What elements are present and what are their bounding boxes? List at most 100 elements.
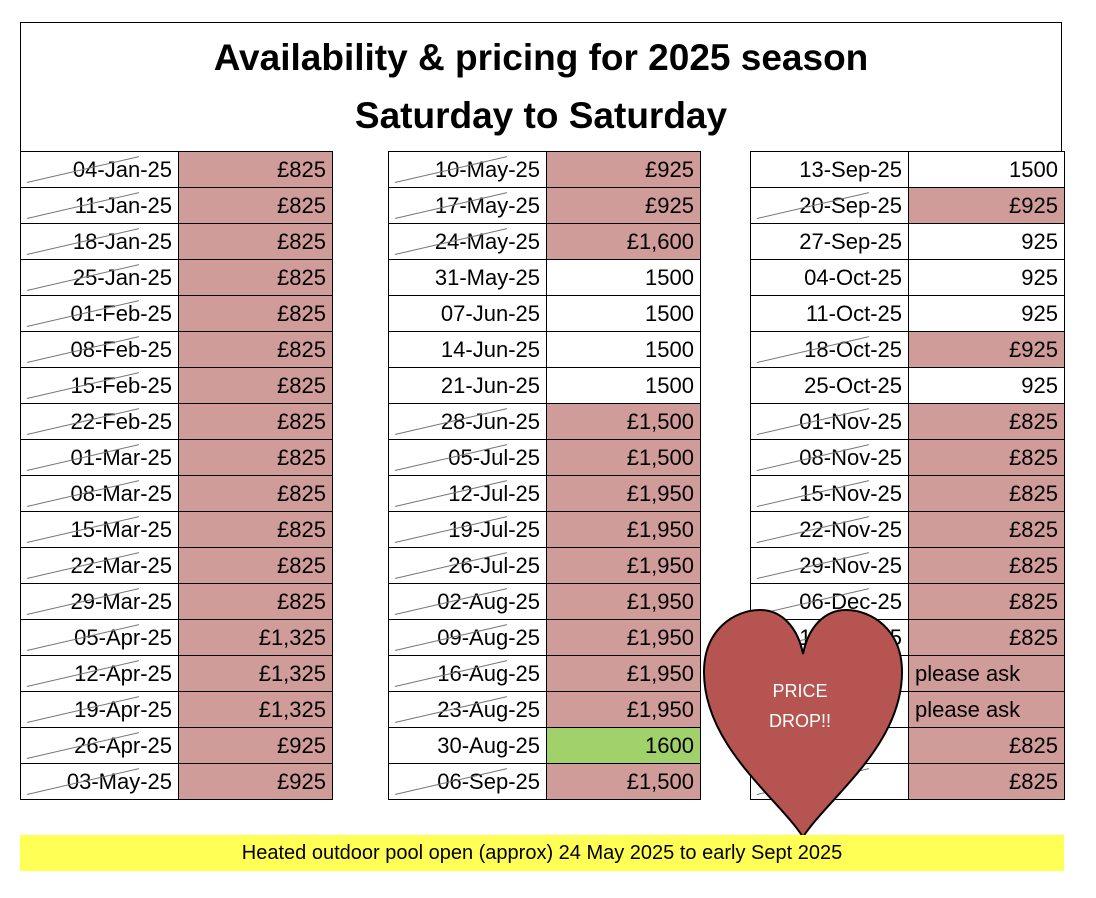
week-date: 19-Jul-25: [388, 511, 547, 548]
week-price: £825: [178, 475, 333, 512]
week-date: 05-Apr-25: [20, 619, 179, 656]
page-title: Availability & pricing for 2025 season: [213, 37, 869, 78]
week-date: 18-Jan-25: [20, 223, 179, 260]
week-date: 16-Aug-25: [388, 655, 547, 692]
week-price: £825: [908, 511, 1065, 548]
week-price: £825: [178, 331, 333, 368]
week-date: 04-Jan-25: [20, 151, 179, 188]
week-date: 23-Aug-25: [388, 691, 547, 728]
week-date: 08-Feb-25: [20, 331, 179, 368]
table-row: 29-Mar-25 £825: [20, 583, 333, 620]
table-row: 22-Mar-25 £825: [20, 547, 333, 584]
table-row: 19-Jul-25 £1,950: [388, 511, 701, 548]
week-price: 925: [908, 367, 1065, 404]
table-row: 17-May-25 £925: [388, 187, 701, 224]
week-date: 29-Nov-25: [750, 547, 909, 584]
week-price: £825: [908, 475, 1065, 512]
week-price: £1,950: [546, 583, 701, 620]
week-date: 11-Jan-25: [20, 187, 179, 224]
page-subtitle: Saturday to Saturday: [354, 95, 728, 136]
table-row: 11-Jan-25 £825: [20, 187, 333, 224]
week-price: £1,950: [546, 475, 701, 512]
table-row: 12-Apr-25 £1,325: [20, 655, 333, 692]
table-row: 15-Nov-25 £825: [750, 475, 1065, 512]
price-drop-heart-icon: [702, 608, 904, 839]
week-date: 06-Sep-25: [388, 763, 547, 800]
table-row: 19-Apr-25 £1,325: [20, 691, 333, 728]
week-date: 08-Nov-25: [750, 439, 909, 476]
week-price: £1,325: [178, 619, 333, 656]
price-drop-line-2: DROP!!: [768, 711, 831, 731]
week-price: £1,500: [546, 439, 701, 476]
week-price: 1500: [908, 151, 1065, 188]
table-row: 21-Jun-25 1500: [388, 367, 701, 404]
table-row: 03-May-25 £925: [20, 763, 333, 800]
table-row: 07-Jun-25 1500: [388, 295, 701, 332]
week-date: 31-May-25: [388, 259, 547, 296]
week-date: 28-Jun-25: [388, 403, 547, 440]
week-date: 26-Apr-25: [20, 727, 179, 764]
availability-table-col-1: 04-Jan-25 £825 11-Jan-25 £825 18-Jan-25 £825 2…: [20, 151, 333, 800]
week-price: £1,950: [546, 619, 701, 656]
week-price: £825: [908, 403, 1065, 440]
week-date: 13-Sep-25: [750, 151, 909, 188]
week-price: £1,950: [546, 511, 701, 548]
week-price: £825: [178, 223, 333, 260]
table-row: 31-May-25 1500: [388, 259, 701, 296]
week-date: 30-Aug-25: [388, 727, 547, 764]
week-date: 22-Feb-25: [20, 403, 179, 440]
week-date: 11-Oct-25: [750, 295, 909, 332]
week-date: 18-Oct-25: [750, 331, 909, 368]
table-row: 18-Jan-25 £825: [20, 223, 333, 260]
week-date: 03-May-25: [20, 763, 179, 800]
week-price: 1500: [546, 295, 701, 332]
week-price: £925: [546, 151, 701, 188]
week-price: £825: [178, 295, 333, 332]
week-date: 12-Apr-25: [20, 655, 179, 692]
week-date: 02-Aug-25: [388, 583, 547, 620]
table-row: 26-Apr-25 £925: [20, 727, 333, 764]
week-date: 08-Mar-25: [20, 475, 179, 512]
week-price: £825: [178, 511, 333, 548]
table-row: 05-Jul-25 £1,500: [388, 439, 701, 476]
table-row: 25-Jan-25 £825: [20, 259, 333, 296]
table-row: 26-Jul-25 £1,950: [388, 547, 701, 584]
week-date: 29-Mar-25: [20, 583, 179, 620]
week-price: £925: [546, 187, 701, 224]
table-row: 20-Sep-25 £925: [750, 187, 1065, 224]
table-row: 22-Nov-25 £825: [750, 511, 1065, 548]
week-price: £825: [908, 727, 1065, 764]
table-row: 29-Nov-25 £825: [750, 547, 1065, 584]
week-price: 925: [908, 295, 1065, 332]
week-date: 17-May-25: [388, 187, 547, 224]
week-price: £825: [908, 763, 1065, 800]
table-row: 13-Sep-25 1500: [750, 151, 1065, 188]
week-price: £825: [178, 367, 333, 404]
price-drop-line-1: PRICE: [772, 681, 828, 701]
table-row: 12-Jul-25 £1,950: [388, 475, 701, 512]
week-price: £825: [908, 583, 1065, 620]
table-row: 22-Feb-25 £825: [20, 403, 333, 440]
table-row: 15-Feb-25 £825: [20, 367, 333, 404]
week-date: 20-Sep-25: [750, 187, 909, 224]
week-date: 01-Feb-25: [20, 295, 179, 332]
week-date: 09-Aug-25: [388, 619, 547, 656]
week-price: £1,325: [178, 655, 333, 692]
week-date: 14-Jun-25: [388, 331, 547, 368]
week-date: 01-Nov-25: [750, 403, 909, 440]
week-date: 25-Jan-25: [20, 259, 179, 296]
week-price: £1,950: [546, 655, 701, 692]
week-date: 12-Jul-25: [388, 475, 547, 512]
week-date: 25-Oct-25: [750, 367, 909, 404]
week-price: £1,950: [546, 691, 701, 728]
week-price: £825: [178, 403, 333, 440]
week-date: 05-Jul-25: [388, 439, 547, 476]
week-price: £1,325: [178, 691, 333, 728]
table-row: 04-Jan-25 £825: [20, 151, 333, 188]
table-row: 06-Sep-25 £1,500: [388, 763, 701, 800]
table-row: 25-Oct-25 925: [750, 367, 1065, 404]
table-row: 18-Oct-25 £925: [750, 331, 1065, 368]
table-row: 11-Oct-25 925: [750, 295, 1065, 332]
week-price: £825: [908, 619, 1065, 656]
week-price: 1500: [546, 367, 701, 404]
